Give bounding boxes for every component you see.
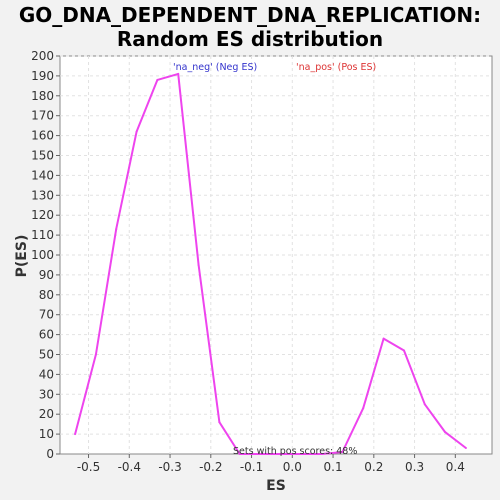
- y-tick-label: 80: [39, 288, 54, 302]
- x-tick-label: 0.1: [324, 460, 343, 474]
- legend-entry-pos: 'na_pos' (Pos ES): [296, 62, 376, 73]
- chart-subtitle: Random ES distribution: [116, 27, 384, 51]
- y-tick-label: 120: [31, 208, 54, 222]
- x-tick-label: 0.0: [283, 460, 302, 474]
- y-tick-label: 70: [39, 308, 54, 322]
- data-point: [341, 451, 344, 454]
- x-tick-label: 0.4: [446, 460, 465, 474]
- y-tick-label: 150: [31, 149, 54, 163]
- x-tick-label: -0.3: [158, 460, 181, 474]
- data-point: [382, 337, 385, 340]
- y-tick-label: 130: [31, 188, 54, 202]
- y-tick-label: 60: [39, 328, 54, 342]
- data-point: [197, 263, 200, 266]
- y-tick-label: 170: [31, 109, 54, 123]
- x-tick-label: -0.2: [199, 460, 222, 474]
- y-tick-label: 20: [39, 407, 54, 421]
- y-tick-label: 190: [31, 69, 54, 83]
- y-tick-label: 100: [31, 248, 54, 262]
- x-axis-label: ES: [266, 478, 286, 494]
- y-tick-label: 40: [39, 367, 54, 381]
- y-tick-label: 30: [39, 387, 54, 401]
- data-point: [74, 433, 77, 436]
- data-point: [135, 130, 138, 133]
- data-point: [94, 353, 97, 356]
- pos-scores-annotation: Sets with pos scores: 48%: [233, 446, 357, 457]
- x-tick-label: -0.1: [240, 460, 263, 474]
- data-point: [300, 453, 303, 455]
- data-point: [402, 349, 405, 352]
- data-point: [279, 453, 282, 455]
- y-tick-label: 90: [39, 268, 54, 282]
- series-layer: [74, 72, 467, 455]
- x-tick-label: 0.2: [364, 460, 383, 474]
- y-tick-label: 110: [31, 228, 54, 242]
- x-tick-label: -0.4: [118, 460, 141, 474]
- y-tick-label: 180: [31, 89, 54, 103]
- y-tick-label: 0: [46, 447, 54, 461]
- legend-entry-neg: 'na_neg' (Neg ES): [173, 62, 257, 73]
- data-point: [444, 431, 447, 434]
- x-tick-label: -0.5: [77, 460, 100, 474]
- data-point: [115, 228, 118, 231]
- data-point: [238, 453, 241, 455]
- x-axis-ticks: -0.5 -0.4 -0.3 -0.2 -0.1 0.0 0.1 0.2 0.3 0.4: [77, 454, 465, 474]
- x-tick-label: 0.3: [405, 460, 424, 474]
- y-tick-label: 50: [39, 348, 54, 362]
- data-point: [156, 78, 159, 81]
- data-point: [259, 453, 262, 455]
- data-point: [362, 407, 365, 410]
- y-tick-label: 160: [31, 129, 54, 143]
- data-point: [177, 72, 180, 75]
- data-point: [321, 453, 324, 455]
- y-axis-label: P(ES): [14, 235, 30, 278]
- y-tick-label: 10: [39, 427, 54, 441]
- series-line: [74, 72, 467, 455]
- data-point: [423, 403, 426, 406]
- y-tick-label: 200: [31, 49, 54, 63]
- data-point: [464, 447, 467, 450]
- y-tick-label: 140: [31, 168, 54, 182]
- chart-title: GO_DNA_DEPENDENT_DNA_REPLICATION:: [18, 3, 482, 27]
- data-point: [218, 421, 221, 424]
- y-axis-ticks: 0 10 20 30 40 50 60 70 80 90 100 110 120 130 140 150 160…: [31, 49, 60, 461]
